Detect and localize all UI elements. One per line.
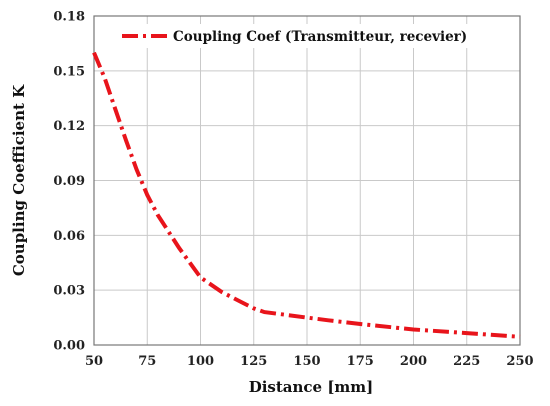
y-tick-label: 0.15 [53,64,85,79]
x-tick-label: 225 [453,354,480,369]
y-axis-ticks: 0.00 0.03 0.06 0.09 0.12 0.15 0.18 [53,10,85,354]
legend-label: Coupling Coef (Transmitteur, recevier) [173,29,467,45]
y-axis-title: Coupling Coefficient K [10,84,28,276]
x-tick-label: 175 [347,354,374,369]
y-tick-label: 0.12 [53,119,85,134]
x-tick-label: 75 [138,354,156,369]
plot-frame [93,15,521,346]
y-tick-label: 0.09 [53,174,85,189]
x-tick-label: 150 [293,354,320,369]
x-tick-label: 100 [187,354,214,369]
x-tick-label: 50 [85,354,103,369]
x-axis-ticks: 50 75 100 125 150 175 200 225 250 [85,354,534,369]
grid [93,15,521,346]
series-line [92,51,521,339]
legend-box [112,24,514,48]
x-tick-label: 250 [506,354,533,369]
y-tick-label: 0.06 [53,229,85,244]
y-tick-label: 0.00 [53,339,85,354]
legend: Coupling Coef (Transmitteur, recevier) [112,24,514,48]
x-tick-label: 200 [400,354,427,369]
y-tick-label: 0.18 [53,10,85,25]
x-axis-title: Distance [mm] [249,378,374,396]
x-tick-label: 125 [240,354,267,369]
y-tick-label: 0.03 [53,284,85,299]
